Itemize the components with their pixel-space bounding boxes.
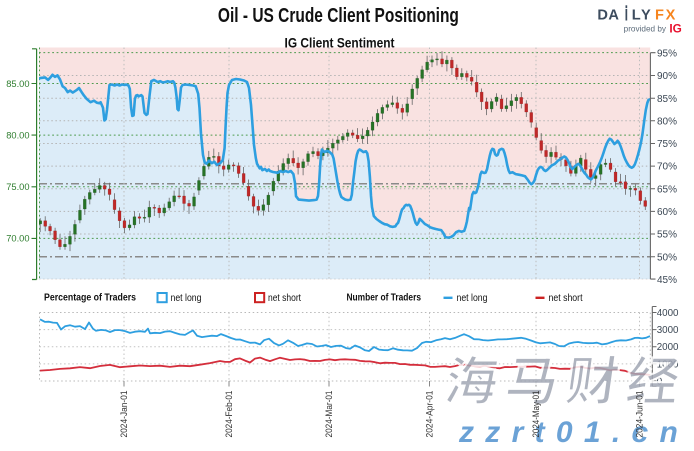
- svg-text:IG: IG: [669, 22, 681, 36]
- svg-text:80.00: 80.00: [6, 130, 29, 140]
- svg-text:2024-Feb-01: 2024-Feb-01: [223, 391, 234, 438]
- svg-text:net long: net long: [457, 293, 488, 304]
- svg-text:zzrt01.cn: zzrt01.cn: [458, 416, 689, 446]
- svg-text:4000: 4000: [657, 308, 679, 319]
- svg-text:2024-Jan-01: 2024-Jan-01: [118, 391, 129, 438]
- svg-text:60%: 60%: [657, 207, 677, 218]
- svg-text:80%: 80%: [657, 116, 677, 127]
- svg-text:L: L: [632, 8, 641, 24]
- svg-text:2024-Jun-01: 2024-Jun-01: [634, 391, 645, 438]
- svg-text:50%: 50%: [657, 252, 677, 263]
- svg-text:Y: Y: [641, 8, 651, 24]
- svg-text:D: D: [597, 8, 608, 24]
- svg-text:Number of Traders: Number of Traders: [347, 292, 422, 303]
- svg-text:55%: 55%: [657, 230, 677, 241]
- svg-text:65%: 65%: [657, 184, 677, 195]
- svg-text:70%: 70%: [657, 162, 677, 173]
- svg-text:70.00: 70.00: [6, 234, 29, 244]
- svg-text:net long: net long: [171, 293, 202, 304]
- svg-text:2024-Apr-01: 2024-Apr-01: [424, 391, 435, 438]
- svg-text:85.00: 85.00: [6, 79, 29, 89]
- svg-text:75.00: 75.00: [6, 182, 29, 192]
- svg-text:Percentage of Traders: Percentage of Traders: [44, 292, 136, 303]
- svg-text:net short: net short: [549, 293, 583, 304]
- svg-text:2024-May-01: 2024-May-01: [530, 391, 541, 438]
- svg-text:2024-Mar-01: 2024-Mar-01: [323, 391, 334, 438]
- svg-text:2000: 2000: [657, 342, 679, 353]
- svg-text:F: F: [655, 8, 664, 24]
- svg-text:net short: net short: [268, 293, 301, 304]
- svg-text:provided by: provided by: [624, 25, 667, 34]
- svg-text:85%: 85%: [657, 94, 677, 105]
- svg-text:IG Client Sentiment: IG Client Sentiment: [285, 36, 395, 51]
- svg-text:3000: 3000: [657, 325, 679, 336]
- svg-text:75%: 75%: [657, 139, 677, 150]
- svg-text:A: A: [608, 8, 619, 24]
- svg-text:90%: 90%: [657, 71, 677, 82]
- svg-text:95%: 95%: [657, 49, 677, 60]
- svg-text:X: X: [666, 8, 676, 24]
- svg-text:45%: 45%: [657, 275, 677, 286]
- svg-text:Oil - US Crude Client Position: Oil - US Crude Client Positioning: [218, 5, 459, 27]
